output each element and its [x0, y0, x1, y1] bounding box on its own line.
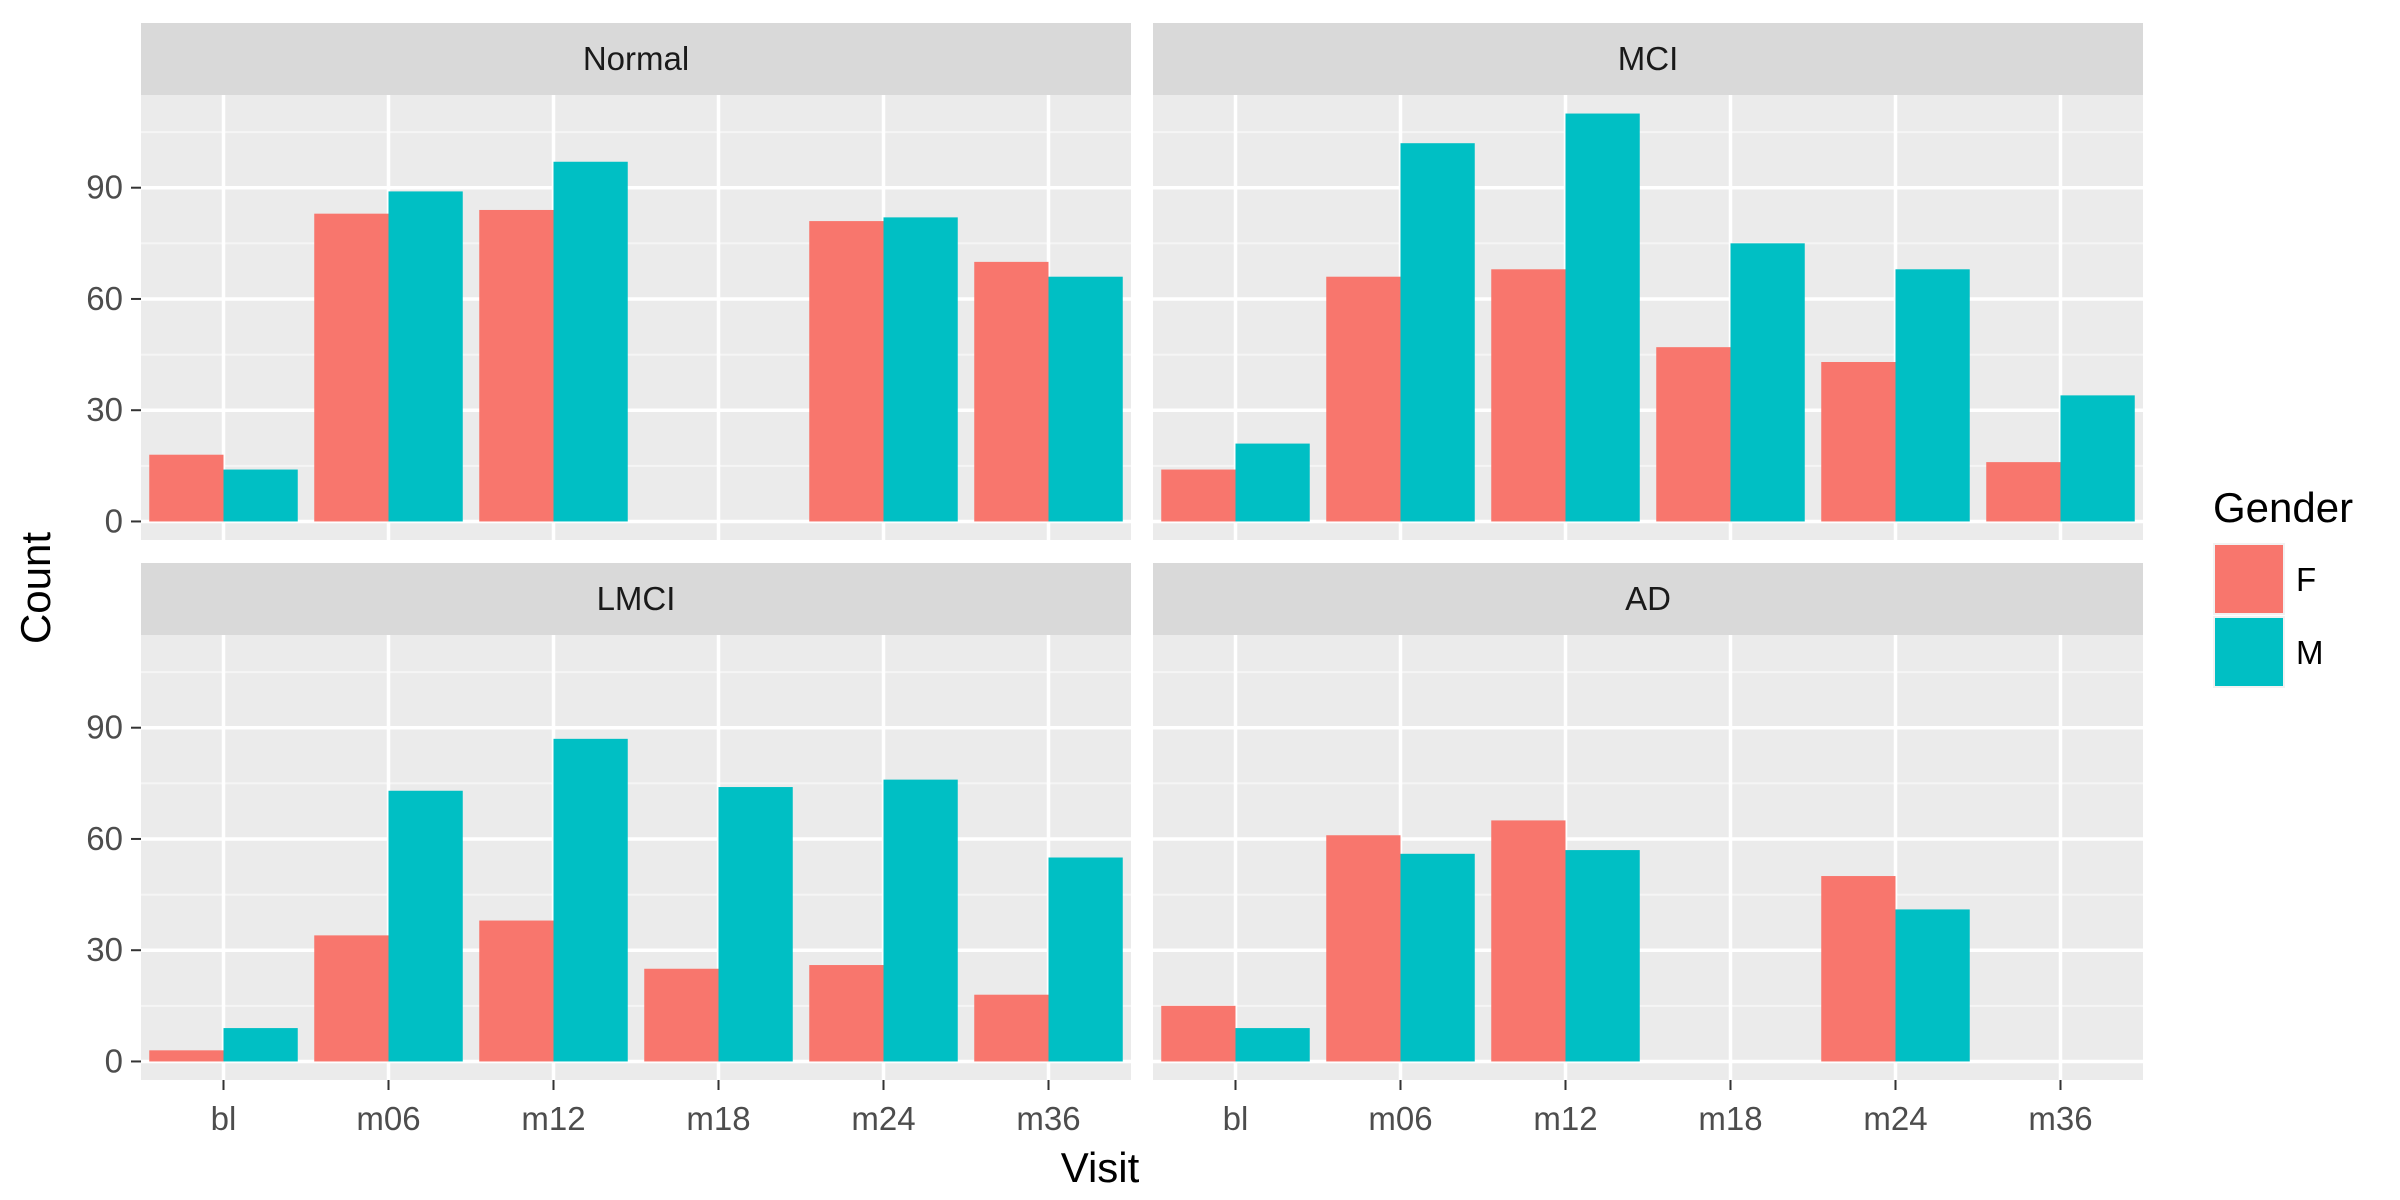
- bar-lmci-m24-M: [883, 779, 958, 1062]
- bar-normal-m12-M: [553, 161, 628, 522]
- facet-strip-label: MCI: [1618, 40, 1679, 77]
- bar-normal-m06-F: [314, 213, 389, 522]
- x-tick-label: m36: [1016, 1100, 1080, 1137]
- bar-mci-bl-M: [1235, 443, 1310, 522]
- bar-lmci-m24-F: [809, 965, 884, 1062]
- bar-normal-bl-F: [149, 454, 224, 522]
- bar-normal-m06-M: [388, 191, 463, 522]
- axes: 0 30 60 90 0 30 60 90 bl m06 m12 m18 m24 m36 bl m06 m12 m…: [86, 169, 2092, 1137]
- bar-lmci-m12-M: [553, 738, 628, 1062]
- facet-panel-lmci: LMCI: [141, 563, 1131, 1080]
- bar-ad-m12-F: [1491, 820, 1566, 1062]
- bar-ad-m06-F: [1326, 835, 1401, 1062]
- facet-strip: [141, 23, 1131, 95]
- x-tick-label: m18: [686, 1100, 750, 1137]
- legend-swatch-M: [2215, 618, 2283, 686]
- bar-lmci-m36-M: [1048, 857, 1123, 1062]
- facet-panel-normal: Normal: [141, 23, 1131, 540]
- x-tick-label: m12: [1533, 1100, 1597, 1137]
- bar-normal-m36-M: [1048, 276, 1123, 522]
- bar-mci-m18-M: [1730, 243, 1805, 522]
- x-tick-label: m18: [1698, 1100, 1762, 1137]
- y-tick-label: 90: [86, 169, 123, 206]
- bar-ad-bl-M: [1235, 1028, 1310, 1062]
- bar-mci-m36-F: [1986, 462, 2061, 522]
- bar-ad-m24-F: [1821, 876, 1896, 1062]
- legend-swatch-F: [2215, 545, 2283, 613]
- bar-mci-m24-M: [1895, 269, 1970, 522]
- bar-ad-m12-M: [1565, 850, 1640, 1062]
- bar-mci-m24-F: [1821, 362, 1896, 522]
- bar-mci-m12-M: [1565, 113, 1640, 522]
- bar-lmci-m18-F: [644, 968, 719, 1062]
- facet-panel-ad: AD: [1153, 563, 2143, 1080]
- legend: Gender FM: [2213, 484, 2353, 688]
- bar-ad-m06-M: [1400, 853, 1475, 1062]
- legend-title: Gender: [2213, 484, 2353, 531]
- x-tick-label: m12: [521, 1100, 585, 1137]
- bar-ad-m24-M: [1895, 909, 1970, 1062]
- bar-normal-m24-F: [809, 221, 884, 522]
- x-axis-title: Visit: [1061, 1144, 1140, 1191]
- bar-normal-bl-M: [223, 469, 298, 522]
- bar-lmci-m06-M: [388, 790, 463, 1062]
- facet-panels: Normal MCI LMCI AD: [141, 23, 2143, 1080]
- bar-lmci-m12-F: [479, 920, 554, 1062]
- y-tick-label: 60: [86, 820, 123, 857]
- y-tick-label: 60: [86, 280, 123, 317]
- y-axis-title: Count: [12, 532, 59, 644]
- bar-lmci-bl-M: [223, 1028, 298, 1062]
- x-tick-label: m06: [356, 1100, 420, 1137]
- bar-lmci-m18-M: [718, 787, 793, 1062]
- legend-label-F: F: [2296, 561, 2316, 598]
- legend-label-M: M: [2296, 634, 2324, 671]
- bar-mci-bl-F: [1161, 469, 1236, 522]
- bar-mci-m36-M: [2060, 395, 2135, 522]
- y-tick-label: 90: [86, 709, 123, 746]
- facet-strip-label: LMCI: [597, 580, 676, 617]
- panel-background: [1153, 635, 2143, 1080]
- y-tick-label: 30: [86, 391, 123, 428]
- x-tick-label: m24: [851, 1100, 915, 1137]
- bar-mci-m06-F: [1326, 276, 1401, 522]
- y-tick-label: 30: [86, 931, 123, 968]
- bar-lmci-m06-F: [314, 935, 389, 1062]
- x-tick-label: m24: [1863, 1100, 1927, 1137]
- bar-normal-m12-F: [479, 209, 554, 522]
- y-tick-label: 0: [105, 502, 123, 539]
- facet-panel-mci: MCI: [1153, 23, 2143, 540]
- bar-mci-m18-F: [1656, 347, 1731, 522]
- facet-strip-label: AD: [1625, 580, 1671, 617]
- bar-normal-m24-M: [883, 217, 958, 522]
- x-tick-label: bl: [1223, 1100, 1249, 1137]
- bar-ad-bl-F: [1161, 1005, 1236, 1062]
- facet-strip: [141, 563, 1131, 635]
- y-tick-label: 0: [105, 1042, 123, 1079]
- x-tick-label: m06: [1368, 1100, 1432, 1137]
- facet-strip: [1153, 563, 2143, 635]
- bar-mci-m06-M: [1400, 143, 1475, 522]
- bar-normal-m36-F: [974, 261, 1049, 522]
- x-tick-label: m36: [2028, 1100, 2092, 1137]
- bar-lmci-m36-F: [974, 994, 1049, 1062]
- x-tick-label: bl: [211, 1100, 237, 1137]
- bar-mci-m12-F: [1491, 269, 1566, 522]
- bar-lmci-bl-F: [149, 1050, 224, 1062]
- facet-strip: [1153, 23, 2143, 95]
- facet-strip-label: Normal: [583, 40, 689, 77]
